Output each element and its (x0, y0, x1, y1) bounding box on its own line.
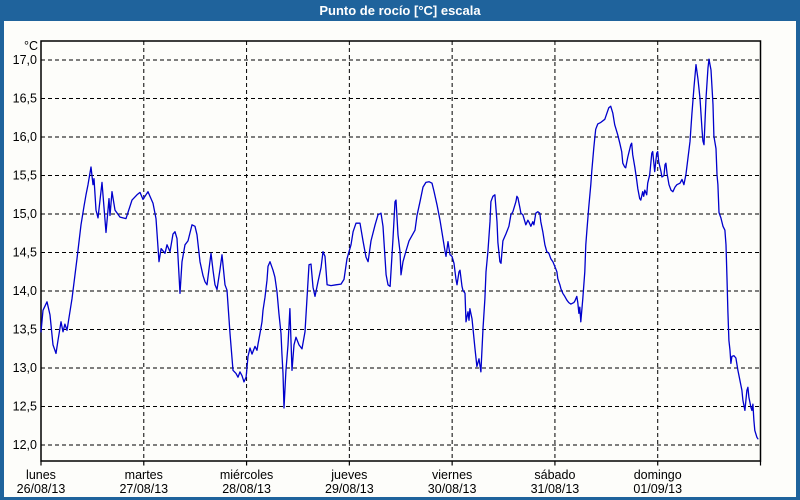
y-tick-label: 14,0 (13, 284, 37, 298)
y-tick-label: 15,0 (13, 207, 37, 221)
x-day-label: martes (125, 468, 163, 482)
x-day-label: domingo (634, 468, 682, 482)
plot-border (40, 40, 762, 462)
x-day-label: jueves (330, 468, 367, 482)
y-axis-unit-label: °C (24, 39, 38, 53)
window-border-right (796, 21, 800, 500)
x-date-label: 01/09/13 (633, 482, 682, 496)
x-day-label: miércoles (220, 468, 274, 482)
window-title: Punto de rocío [°C] escala (319, 3, 481, 18)
x-day-label: viernes (432, 468, 472, 482)
y-tick-label: 14,5 (13, 246, 37, 260)
dew-point-series-line (40, 58, 759, 440)
x-date-label: 27/08/13 (119, 482, 168, 496)
y-tick-label: 16,5 (13, 92, 37, 106)
window-border-left (0, 21, 4, 500)
y-tick-label: 12,0 (13, 438, 37, 452)
title-bar: Punto de rocío [°C] escala (0, 0, 800, 21)
x-date-label: 31/08/13 (531, 482, 580, 496)
y-tick-label: 16,0 (13, 130, 37, 144)
x-date-label: 30/08/13 (428, 482, 477, 496)
y-tick-label: 13,0 (13, 361, 37, 375)
x-day-label: lunes (26, 468, 56, 482)
y-tick-label: 13,5 (13, 323, 37, 337)
window-border-bottom (0, 497, 800, 500)
y-tick-label: 12,5 (13, 400, 37, 414)
y-tick-label: 15,5 (13, 169, 37, 183)
x-date-label: 26/08/13 (17, 482, 66, 496)
x-date-label: 28/08/13 (222, 482, 271, 496)
dew-point-line-chart: 17,0 16,5 16,0 15,5 15,0 14,5 14,0 13,5 13,0 12,5… (13, 39, 762, 496)
y-tick-label: 17,0 (13, 53, 37, 67)
x-date-label: 29/08/13 (325, 482, 374, 496)
x-day-label: sábado (534, 468, 575, 482)
